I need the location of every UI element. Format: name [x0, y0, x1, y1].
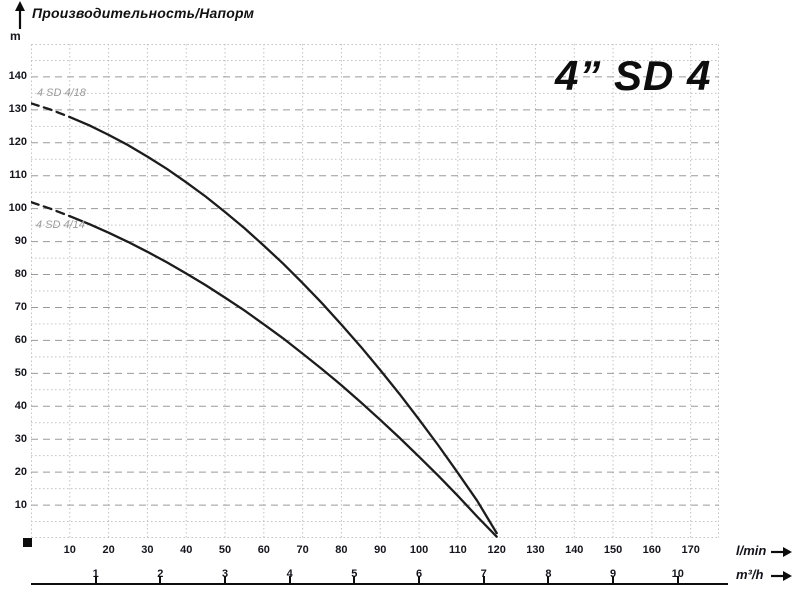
- x-tick-label-lmin: 160: [642, 544, 662, 556]
- x-tick-label-lmin: 100: [409, 544, 429, 556]
- x-tick-label-lmin: 30: [141, 544, 154, 556]
- x-tick-label-m3h: 5: [351, 568, 358, 580]
- x-tick-label-lmin: 170: [681, 544, 700, 556]
- chart-plot-area: [31, 44, 719, 538]
- m3h-tick-mark: [94, 576, 97, 583]
- y-tick-label: 20: [14, 465, 27, 478]
- m3h-tick-mark: [224, 576, 227, 583]
- y-tick-label: 10: [14, 498, 27, 511]
- chart-header-title: Производительность/Напорм: [32, 5, 255, 21]
- m3h-tick-mark: [159, 576, 162, 583]
- m3h-axis-line: [31, 583, 728, 585]
- chart-canvas: [31, 44, 719, 538]
- m3h-tick-mark: [482, 576, 485, 583]
- y-tick-label: 60: [14, 333, 27, 346]
- x-tick-label-lmin: 90: [374, 544, 387, 556]
- x-tick-label-lmin: 110: [448, 544, 467, 556]
- x-axis-unit-lmin: l/min: [736, 543, 767, 558]
- x-tick-label-lmin: 120: [487, 544, 506, 556]
- x-tick-label-lmin: 130: [526, 544, 545, 556]
- x-tick-label-lmin: 10: [63, 544, 76, 556]
- y-axis-up-arrow-icon: [12, 1, 28, 34]
- curve-label-4sd4-18: 4 SD 4/18: [37, 87, 86, 99]
- x-tick-label-lmin: 150: [603, 544, 623, 556]
- y-tick-label: 50: [14, 366, 27, 379]
- y-tick-label: 80: [14, 268, 27, 281]
- m3h-tick-mark: [288, 576, 291, 583]
- m3h-tick-mark: [612, 576, 615, 583]
- y-tick-label: 100: [8, 202, 27, 215]
- x-tick-label-m3h: 1: [92, 568, 99, 580]
- curve-label-4sd4-14: 4 SD 4/14: [36, 219, 85, 231]
- x-tick-label-m3h: 10: [671, 568, 684, 580]
- x-tick-label-lmin: 40: [180, 544, 193, 556]
- y-tick-label: 70: [14, 300, 27, 313]
- m3h-tick-mark: [676, 576, 679, 583]
- x-tick-label-lmin: 80: [335, 544, 348, 556]
- x-tick-label-m3h: 3: [221, 568, 229, 580]
- y-tick-label: 120: [8, 136, 27, 149]
- x-tick-label-lmin: 140: [565, 544, 584, 556]
- y-tick-label: 40: [14, 399, 27, 412]
- m3h-tick-mark: [418, 576, 421, 583]
- x-tick-label-lmin: 70: [296, 544, 309, 556]
- origin-marker: [23, 538, 32, 547]
- y-axis-unit-label: m: [10, 29, 21, 43]
- x-tick-label-m3h: 4: [286, 568, 293, 580]
- m3h-right-arrow-icon: [771, 569, 792, 587]
- y-tick-label: 130: [8, 103, 27, 116]
- y-tick-label: 90: [14, 235, 27, 248]
- m3h-tick-mark: [547, 576, 550, 583]
- y-tick-label: 30: [14, 432, 27, 445]
- y-tick-label: 140: [8, 70, 27, 83]
- chart-title: 4” SD 4: [555, 52, 712, 99]
- m3h-tick-mark: [353, 576, 356, 583]
- x-tick-label-lmin: 50: [218, 544, 232, 556]
- x-tick-label-m3h: 9: [610, 568, 617, 580]
- x-tick-label-m3h: 2: [157, 568, 164, 580]
- x-tick-label-m3h: 6: [415, 568, 423, 580]
- y-tick-label: 110: [9, 169, 27, 182]
- x-tick-label-m3h: 7: [480, 568, 487, 580]
- x-axis-unit-m3h: m³/h: [736, 567, 764, 582]
- x-tick-label-m3h: 8: [545, 568, 552, 580]
- lmin-right-arrow-icon: [771, 545, 792, 563]
- x-tick-label-lmin: 20: [102, 544, 115, 556]
- x-tick-label-lmin: 60: [257, 544, 270, 556]
